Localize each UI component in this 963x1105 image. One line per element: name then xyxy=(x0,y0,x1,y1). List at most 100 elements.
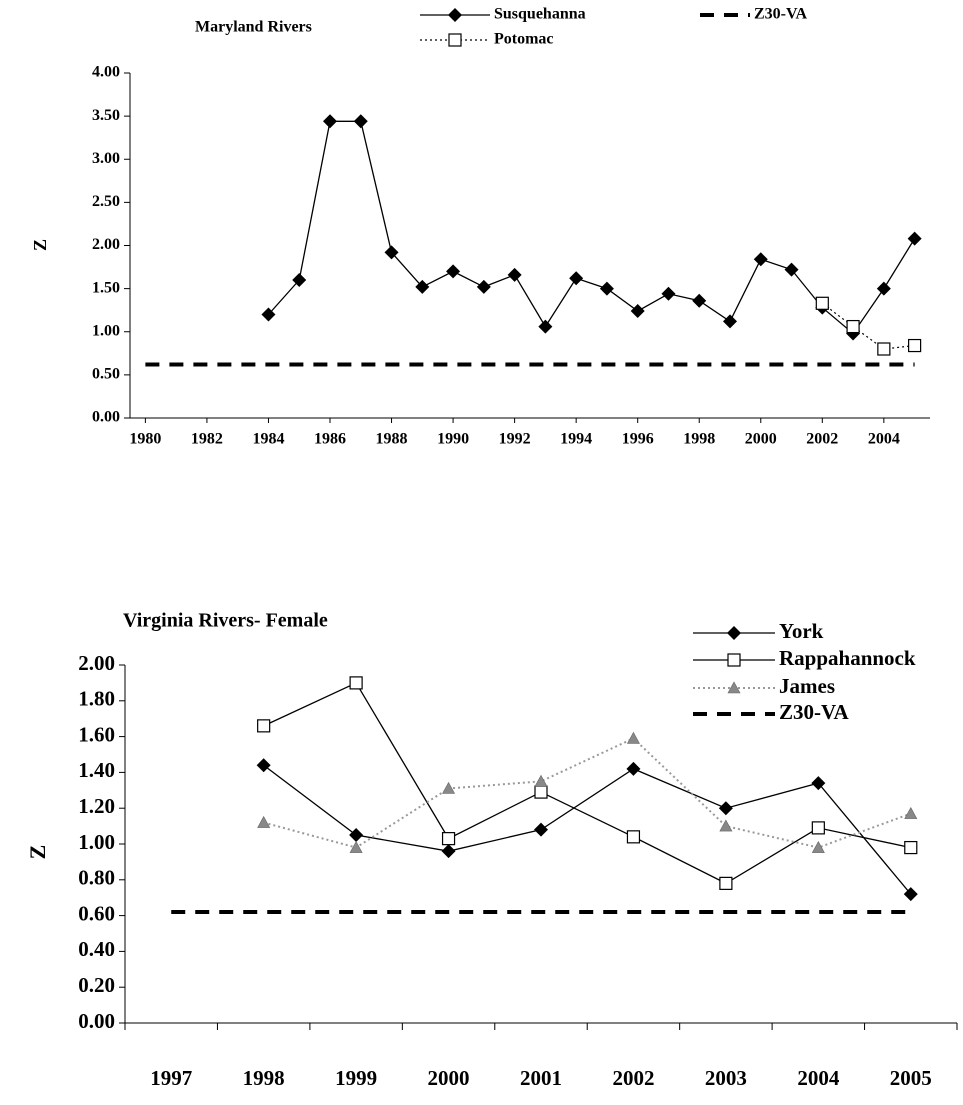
marker xyxy=(661,286,676,301)
marker xyxy=(415,279,430,294)
x-tick-label: 1996 xyxy=(622,431,654,448)
x-tick-label: 1997 xyxy=(150,1066,192,1090)
y-tick-label: 0.00 xyxy=(78,1009,115,1033)
marker xyxy=(727,626,741,640)
y-tick-label: 4.00 xyxy=(92,64,120,81)
marker xyxy=(626,761,641,776)
x-tick-label: 1999 xyxy=(335,1066,377,1090)
y-tick-label: 1.00 xyxy=(92,322,120,339)
marker xyxy=(815,296,829,310)
y-tick-label: 3.00 xyxy=(92,150,120,167)
y-tick-label: 1.40 xyxy=(78,758,115,782)
y-tick-label: 0.00 xyxy=(92,409,120,426)
x-tick-label: 1980 xyxy=(129,431,161,448)
legend-label: Susquehanna xyxy=(494,6,586,23)
chart-title: Maryland Rivers xyxy=(195,19,312,36)
legend-label: Z30-VA xyxy=(779,700,849,724)
x-tick-label: 2001 xyxy=(520,1066,562,1090)
x-tick-label: 2000 xyxy=(428,1066,470,1090)
series-line xyxy=(267,120,916,335)
y-tick-label: 2.00 xyxy=(92,236,120,253)
marker xyxy=(538,319,553,334)
marker xyxy=(692,293,707,308)
x-tick-label: 1982 xyxy=(191,431,223,448)
marker xyxy=(753,252,768,267)
marker xyxy=(476,279,491,294)
marker xyxy=(441,844,456,859)
x-tick-label: 1984 xyxy=(252,431,284,448)
marker xyxy=(448,8,462,22)
marker xyxy=(727,653,741,667)
marker xyxy=(534,822,548,837)
marker xyxy=(723,314,737,329)
x-tick-label: 2005 xyxy=(890,1066,932,1090)
marker xyxy=(811,776,826,791)
legend-label: James xyxy=(779,674,835,698)
marker xyxy=(626,830,641,844)
marker xyxy=(727,681,741,694)
x-tick-label: 1988 xyxy=(376,431,408,448)
series-line xyxy=(263,764,912,895)
y-tick-label: 0.60 xyxy=(78,901,115,925)
marker xyxy=(811,821,825,835)
x-tick-label: 2003 xyxy=(705,1066,747,1090)
marker xyxy=(719,876,733,890)
marker xyxy=(256,758,271,773)
x-tick-label: 2000 xyxy=(745,431,777,448)
marker xyxy=(877,342,891,356)
series-line xyxy=(263,682,911,885)
legend-label: Z30-VA xyxy=(754,6,807,23)
y-tick-label: 1.20 xyxy=(78,794,115,818)
y-tick-label: 2.50 xyxy=(92,193,120,210)
y-tick-label: 0.20 xyxy=(78,973,115,997)
marker xyxy=(534,774,548,787)
legend-label: Rappahannock xyxy=(779,646,916,670)
marker xyxy=(626,731,640,744)
y-tick-label: 0.50 xyxy=(92,366,120,383)
chart-title: Virginia Rivers- Female xyxy=(123,610,328,632)
marker xyxy=(630,304,645,319)
marker xyxy=(908,338,922,353)
series-line xyxy=(263,737,912,849)
marker xyxy=(811,840,825,853)
x-tick-label: 1986 xyxy=(314,431,346,448)
y-tick-label: 1.60 xyxy=(78,722,115,746)
marker xyxy=(257,719,271,733)
marker xyxy=(323,114,337,129)
marker xyxy=(442,781,456,794)
x-tick-label: 2004 xyxy=(868,431,900,448)
marker xyxy=(448,33,462,47)
y-tick-label: 0.40 xyxy=(78,937,115,961)
x-tick-label: 1990 xyxy=(437,431,469,448)
marker xyxy=(784,262,799,277)
x-tick-label: 1994 xyxy=(560,431,592,448)
marker xyxy=(718,801,733,816)
marker xyxy=(719,819,733,832)
marker xyxy=(349,676,363,690)
marker xyxy=(907,231,922,246)
marker xyxy=(904,840,918,855)
marker xyxy=(846,319,860,334)
marker xyxy=(507,267,522,282)
marker xyxy=(349,840,363,853)
marker xyxy=(257,815,271,828)
x-tick-label: 1992 xyxy=(499,431,531,448)
y-axis-label: Z xyxy=(30,239,50,251)
y-tick-label: 3.50 xyxy=(92,107,120,124)
marker xyxy=(261,307,276,322)
legend-label: Potomac xyxy=(494,31,554,48)
y-tick-label: 1.50 xyxy=(92,279,120,296)
marker xyxy=(292,273,307,287)
marker xyxy=(353,114,368,129)
marker xyxy=(534,785,548,799)
x-tick-label: 2002 xyxy=(612,1066,654,1090)
marker xyxy=(384,245,399,260)
x-tick-label: 2002 xyxy=(806,431,838,448)
y-tick-label: 1.00 xyxy=(78,830,115,854)
marker xyxy=(876,281,891,296)
x-tick-label: 1998 xyxy=(683,431,715,448)
x-tick-label: 1998 xyxy=(243,1066,285,1090)
y-tick-label: 0.80 xyxy=(78,866,115,890)
x-tick-label: 2004 xyxy=(797,1066,840,1090)
